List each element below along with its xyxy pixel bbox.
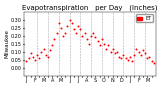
Point — [51, 45, 54, 46]
Point — [88, 43, 90, 45]
Point — [105, 48, 108, 49]
Point — [131, 61, 133, 62]
Point — [94, 37, 97, 38]
Point — [70, 22, 73, 24]
Point — [114, 53, 116, 54]
Point — [98, 45, 101, 46]
Point — [25, 61, 28, 62]
Point — [77, 26, 79, 27]
Point — [79, 29, 82, 30]
Point — [122, 54, 125, 56]
Point — [68, 19, 71, 21]
Point — [60, 27, 62, 29]
Point — [75, 32, 77, 33]
Point — [38, 58, 41, 59]
Point — [83, 32, 86, 33]
Point — [144, 53, 146, 54]
Point — [116, 51, 118, 53]
Point — [103, 43, 105, 45]
Point — [96, 40, 99, 41]
Point — [27, 58, 30, 59]
Point — [42, 48, 45, 49]
Point — [66, 26, 69, 27]
Point — [72, 29, 75, 30]
Point — [53, 38, 56, 40]
Point — [142, 50, 144, 51]
Point — [55, 32, 58, 33]
Title: Evapotranspiration   per Day   (Inches): Evapotranspiration per Day (Inches) — [22, 4, 158, 11]
Point — [124, 58, 127, 59]
Point — [148, 56, 151, 57]
Point — [92, 32, 95, 33]
Point — [49, 50, 51, 51]
Point — [129, 56, 131, 57]
Point — [118, 56, 120, 57]
Point — [85, 38, 88, 40]
Point — [34, 59, 36, 60]
Point — [140, 54, 142, 56]
Point — [90, 35, 92, 37]
Point — [109, 51, 112, 53]
Point — [36, 54, 38, 56]
Point — [101, 38, 103, 40]
Point — [40, 51, 43, 53]
Point — [44, 54, 47, 56]
Point — [57, 22, 60, 24]
Point — [137, 51, 140, 53]
Point — [47, 56, 49, 57]
Point — [32, 56, 34, 57]
Point — [62, 35, 64, 37]
Point — [29, 53, 32, 54]
Point — [120, 58, 123, 59]
Y-axis label: Milwaukee: Milwaukee — [4, 29, 9, 58]
Point — [111, 48, 114, 49]
Point — [150, 61, 153, 62]
Point — [133, 54, 136, 56]
Point — [81, 35, 84, 37]
Point — [152, 62, 155, 64]
Point — [135, 48, 138, 49]
Point — [64, 32, 67, 33]
Point — [107, 45, 110, 46]
Legend: ET: ET — [136, 14, 153, 22]
Point — [127, 59, 129, 60]
Point — [146, 58, 148, 59]
